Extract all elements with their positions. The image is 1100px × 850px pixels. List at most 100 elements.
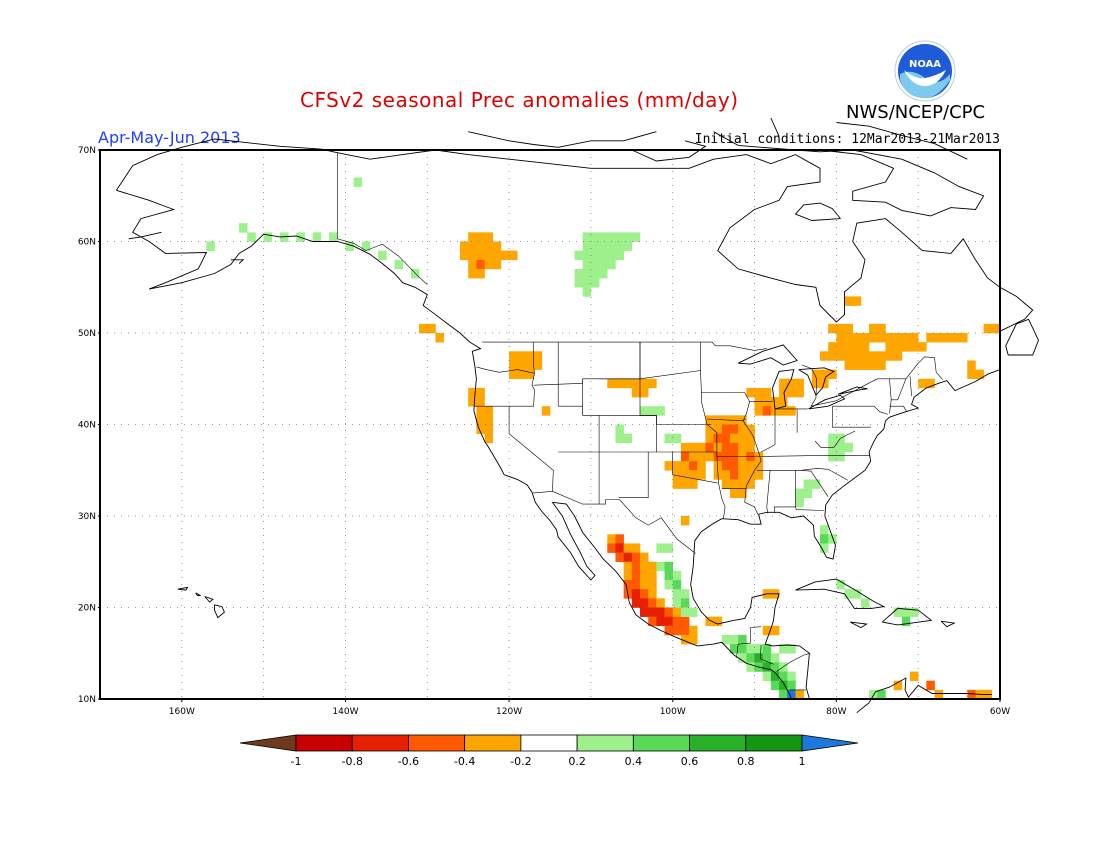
anomaly-cell	[697, 442, 706, 453]
anomaly-cell	[828, 534, 837, 544]
anomaly-cell	[893, 607, 903, 617]
anomaly-cell	[852, 351, 862, 361]
anomaly-cell	[901, 607, 911, 617]
anomaly-cell	[844, 333, 854, 343]
anomaly-cell	[468, 387, 477, 398]
anomaly-cell	[795, 387, 804, 398]
anomaly-cell	[460, 241, 469, 251]
anomaly-cell	[615, 433, 624, 444]
anomaly-cell	[631, 543, 641, 553]
anomaly-cell	[852, 589, 862, 599]
anomaly-cell	[631, 580, 641, 590]
latitude-tick-label: 40N	[78, 421, 96, 431]
anomaly-cell	[656, 561, 665, 572]
map-title: CFSv2 seasonal Prec anomalies (mm/day)	[300, 88, 739, 112]
season-label: Apr-May-Jun 2013	[98, 128, 241, 147]
anomaly-cell	[762, 671, 772, 681]
anomaly-cell	[730, 415, 739, 425]
anomaly-cell	[640, 580, 649, 590]
colorbar-segment	[295, 734, 353, 752]
anomaly-cell	[484, 259, 494, 270]
anomaly-cell	[631, 232, 641, 242]
anomaly-cell	[836, 451, 845, 462]
colorbar-segment	[745, 734, 803, 752]
anomaly-cell	[787, 671, 796, 681]
anomaly-cell	[582, 278, 592, 288]
anomaly-cell	[656, 607, 665, 617]
anomaly-cell	[738, 653, 747, 663]
anomaly-cell	[738, 644, 747, 654]
border-line	[832, 406, 871, 428]
border-line	[801, 356, 943, 407]
anomaly-cell	[599, 241, 608, 251]
anomaly-cell	[697, 461, 706, 471]
anomaly-cell	[590, 259, 600, 270]
anomaly-cell	[509, 369, 518, 380]
anomaly-cell	[844, 296, 854, 306]
border-line	[476, 366, 535, 374]
anomaly-cell	[770, 625, 780, 636]
anomaly-cell	[787, 680, 796, 691]
anomaly-cell	[893, 680, 903, 691]
anomaly-cell	[721, 442, 731, 453]
anomaly-cell	[967, 369, 976, 380]
anomaly-cell	[615, 250, 624, 261]
anomaly-cell	[623, 570, 633, 581]
anomaly-cell	[672, 625, 682, 636]
anomaly-cell	[918, 378, 927, 389]
anomaly-cell	[942, 333, 952, 343]
anomaly-cell	[607, 259, 616, 270]
anomaly-cell	[910, 342, 919, 352]
anomaly-cell	[787, 644, 796, 654]
map-frame	[99, 149, 1001, 700]
anomaly-cell	[860, 342, 870, 352]
anomaly-cell	[738, 470, 747, 480]
anomaly-cell	[860, 360, 870, 370]
anomaly-cell	[648, 406, 657, 416]
anomaly-cell	[746, 644, 755, 654]
anomaly-cell	[476, 406, 485, 416]
anomaly-cell	[468, 259, 477, 270]
anomaly-cell	[648, 580, 657, 590]
coastline	[468, 131, 657, 148]
anomaly-cell	[860, 598, 870, 608]
anomaly-cell	[468, 232, 477, 242]
anomaly-cell	[918, 342, 927, 352]
anomaly-cell	[484, 241, 494, 251]
anomaly-cell	[656, 598, 665, 608]
anomaly-cell	[500, 250, 510, 261]
longitude-tick-label: 160W	[169, 707, 195, 717]
anomaly-cell	[394, 259, 404, 270]
colorbar-label: 0.8	[737, 755, 755, 768]
anomaly-cell	[721, 470, 731, 480]
anomaly-cell	[926, 680, 935, 691]
anomaly-cell	[607, 543, 616, 553]
anomaly-cell	[820, 543, 829, 553]
colorbar-label: -0.8	[341, 755, 362, 768]
anomaly-cell	[607, 232, 616, 242]
anomaly-cell	[811, 378, 821, 389]
border-line	[773, 470, 796, 514]
anomaly-cell	[721, 479, 731, 489]
anomaly-cell	[680, 607, 690, 617]
anomaly-cell	[754, 470, 764, 480]
anomaly-cell	[828, 342, 837, 352]
border-line	[558, 405, 712, 425]
anomaly-cell	[836, 351, 845, 361]
anomaly-cell	[599, 268, 608, 279]
coastline	[195, 592, 201, 597]
colorbar-segment	[408, 734, 466, 752]
anomaly-cell	[329, 232, 338, 242]
anomaly-cell	[689, 442, 698, 453]
anomaly-cell	[689, 607, 698, 617]
anomaly-cell	[631, 561, 641, 572]
anomaly-cell	[689, 470, 698, 480]
anomaly-cell	[476, 232, 485, 242]
anomaly-cell	[419, 323, 428, 334]
anomaly-cell	[869, 333, 878, 343]
anomaly-cell	[648, 598, 657, 608]
anomaly-cell	[533, 351, 543, 361]
border-line	[532, 490, 696, 554]
coastline	[940, 620, 956, 628]
anomaly-cell	[779, 689, 788, 700]
